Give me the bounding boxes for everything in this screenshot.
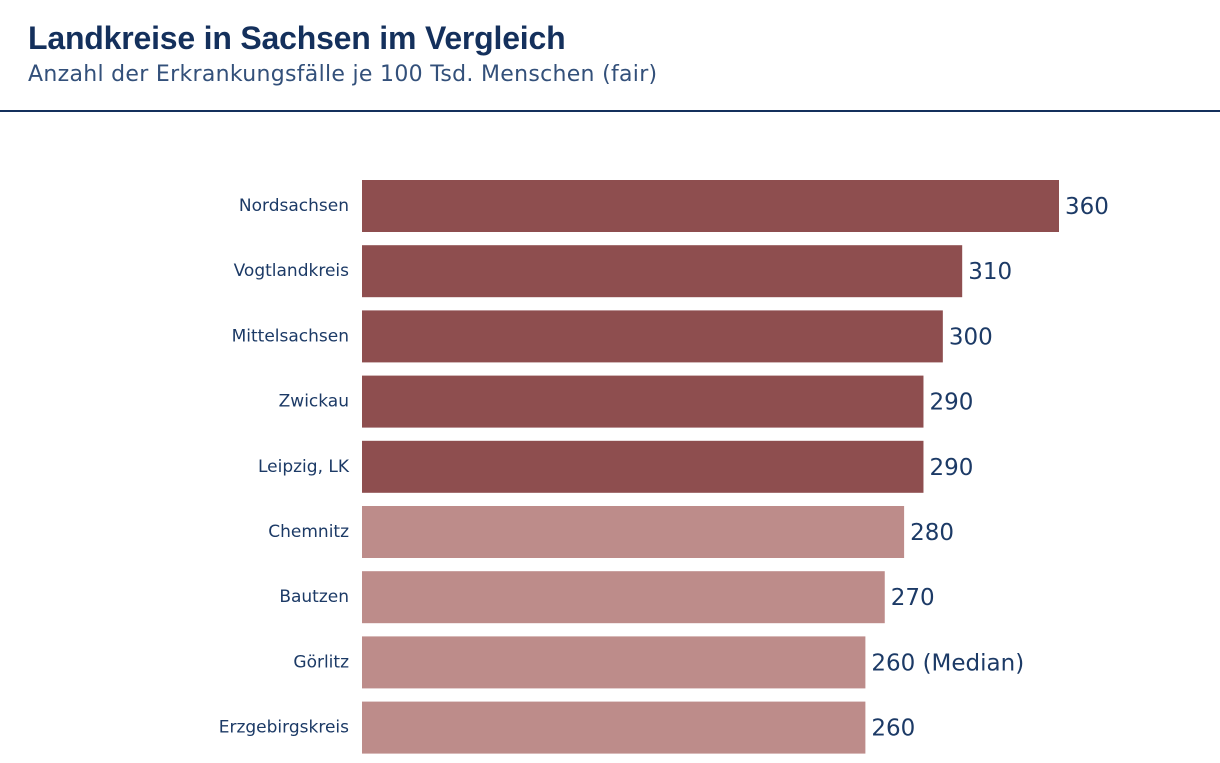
value-label: 360 (1065, 194, 1109, 220)
value-label: 300 (949, 324, 993, 350)
value-label: 290 (929, 390, 973, 416)
bar-2 (362, 310, 943, 363)
bar-5 (362, 506, 905, 558)
category-label: Bautzen (279, 587, 349, 607)
category-label: Nordsachsen (239, 196, 349, 216)
bar-1 (362, 245, 963, 298)
category-label: Vogtlandkreis (234, 261, 350, 281)
bar-4 (362, 440, 924, 493)
value-label: 260 (871, 716, 915, 742)
category-label: Görlitz (293, 652, 349, 672)
category-label: Mittelsachsen (232, 326, 349, 346)
category-label: Zwickau (279, 392, 349, 412)
bar-0 (362, 180, 1059, 232)
category-label: Erzgebirgskreis (219, 718, 349, 738)
value-label: 290 (929, 455, 973, 481)
category-label: Chemnitz (268, 522, 349, 542)
category-label: Leipzig, LK (258, 457, 350, 477)
chart-subtitle: Anzahl der Erkrankungsfälle je 100 Tsd. … (28, 62, 658, 87)
bar-7 (362, 636, 866, 689)
chart-header: Landkreise in Sachsen im Vergleich Anzah… (28, 18, 1220, 90)
header-divider (0, 110, 1220, 112)
value-label: 280 (910, 520, 954, 546)
chart-title: Landkreise in Sachsen im Vergleich (28, 20, 566, 56)
value-label: 260 (Median) (871, 650, 1024, 676)
bar-6 (362, 571, 885, 624)
value-label: 270 (891, 585, 935, 611)
value-label: 310 (968, 259, 1012, 285)
bar-3 (362, 375, 924, 428)
bar-8 (362, 701, 866, 754)
